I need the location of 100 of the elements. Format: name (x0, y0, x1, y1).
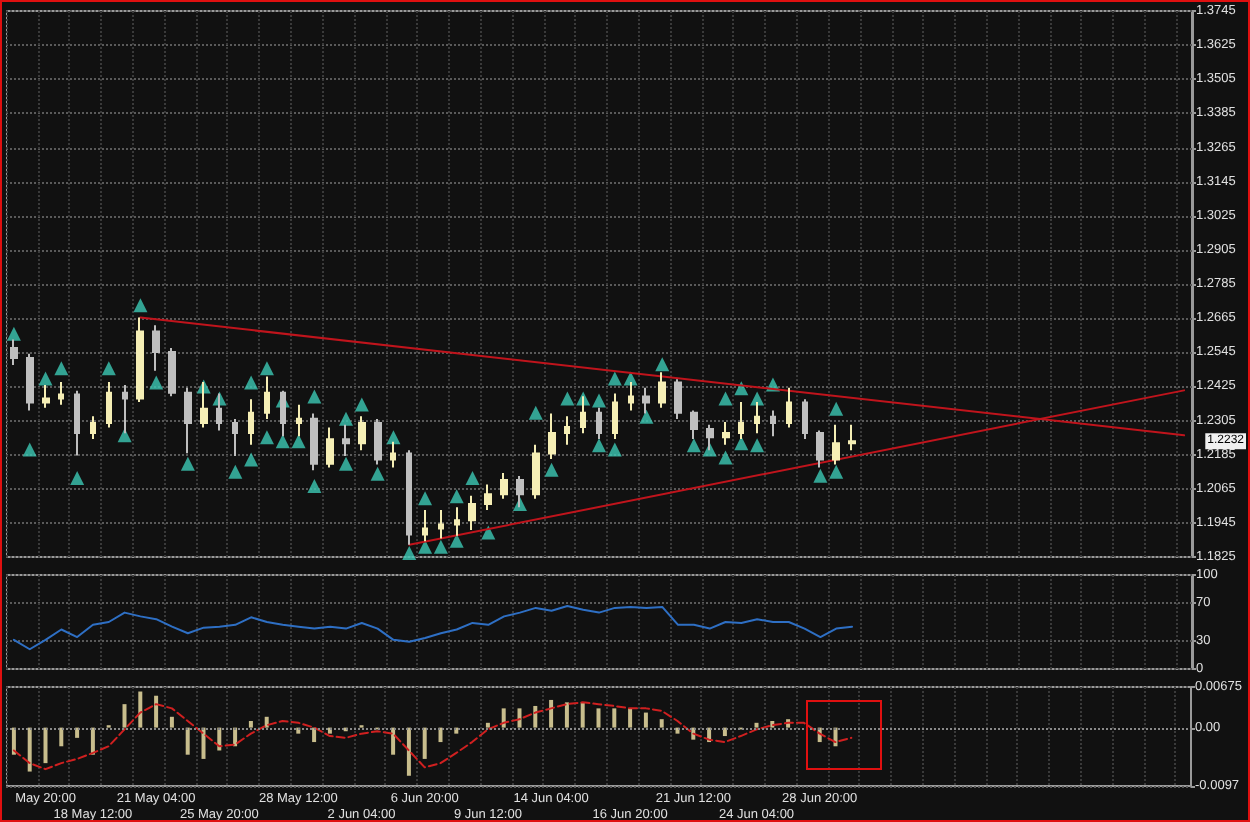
bar (533, 705, 538, 728)
point (180, 456, 195, 471)
candlestick (596, 406, 602, 440)
candlestick (468, 494, 476, 531)
bar (11, 727, 16, 755)
candlestick (674, 378, 682, 421)
point (244, 375, 259, 390)
candlestick (26, 352, 34, 412)
candlestick (848, 423, 856, 452)
line-series (12, 605, 854, 651)
candlestick (232, 418, 238, 458)
point (291, 434, 306, 449)
bar (406, 727, 411, 776)
point (101, 361, 116, 376)
point (433, 539, 448, 554)
bar (201, 727, 206, 759)
bar (248, 721, 253, 728)
candlestick (406, 449, 412, 546)
point (592, 438, 606, 453)
candlestick (564, 415, 570, 446)
candlestick (438, 509, 444, 540)
point (750, 438, 765, 453)
point (639, 409, 654, 424)
candlestick (484, 483, 492, 512)
bar (643, 712, 648, 728)
candlestick (90, 415, 96, 440)
point (228, 464, 243, 479)
candlestick (612, 392, 618, 440)
candlestick (390, 440, 396, 469)
point (686, 438, 701, 453)
point (22, 442, 37, 457)
point (560, 391, 575, 406)
candlestick (184, 386, 192, 455)
point (734, 436, 749, 451)
point (718, 450, 733, 465)
bar (659, 719, 664, 728)
bar (612, 708, 617, 728)
point (386, 430, 401, 445)
candlestick (454, 506, 460, 537)
candlestick (802, 398, 808, 440)
bar (438, 727, 443, 743)
bar (580, 702, 585, 728)
point (259, 430, 274, 445)
candlestick (628, 381, 634, 412)
candlestick (754, 401, 760, 435)
point (6, 326, 21, 341)
candlestick (738, 401, 744, 440)
candlestick (422, 509, 428, 543)
point (149, 375, 164, 390)
bar (264, 716, 269, 728)
candlestick (358, 415, 366, 452)
candlestick (136, 316, 144, 404)
point (607, 442, 622, 457)
point (338, 411, 353, 426)
point (338, 456, 353, 471)
bar (517, 708, 522, 728)
point (38, 371, 53, 386)
candlestick (152, 324, 160, 372)
point (259, 361, 274, 376)
point (528, 405, 543, 420)
point (370, 466, 385, 481)
bar (59, 727, 64, 747)
point (750, 391, 765, 406)
point (592, 393, 606, 408)
point (275, 434, 290, 449)
point (307, 389, 322, 404)
candlestick (310, 412, 318, 472)
bar (628, 708, 633, 728)
point (244, 452, 259, 467)
bar (391, 727, 396, 755)
candlestick (786, 386, 792, 429)
candlestick (816, 429, 824, 469)
bar (43, 727, 48, 764)
point (465, 470, 480, 485)
point (829, 401, 844, 416)
bar (169, 716, 174, 728)
point (655, 357, 670, 372)
bar (754, 722, 759, 728)
point (307, 478, 322, 493)
point (402, 546, 417, 561)
candlestick (58, 381, 64, 406)
bar (564, 702, 569, 728)
point (718, 391, 733, 406)
bar (596, 708, 601, 728)
point (813, 468, 828, 483)
bar (122, 704, 127, 728)
point (607, 371, 622, 386)
point (133, 298, 148, 313)
candlestick (532, 443, 540, 500)
point (449, 489, 464, 504)
candlestick (74, 389, 80, 457)
point (544, 462, 559, 477)
bar (154, 695, 159, 728)
candlestick (722, 420, 730, 446)
bar (27, 727, 32, 772)
candlestick (770, 409, 776, 438)
bar (185, 727, 190, 755)
candlestick (296, 403, 302, 438)
bar (501, 708, 506, 728)
point (70, 470, 85, 485)
